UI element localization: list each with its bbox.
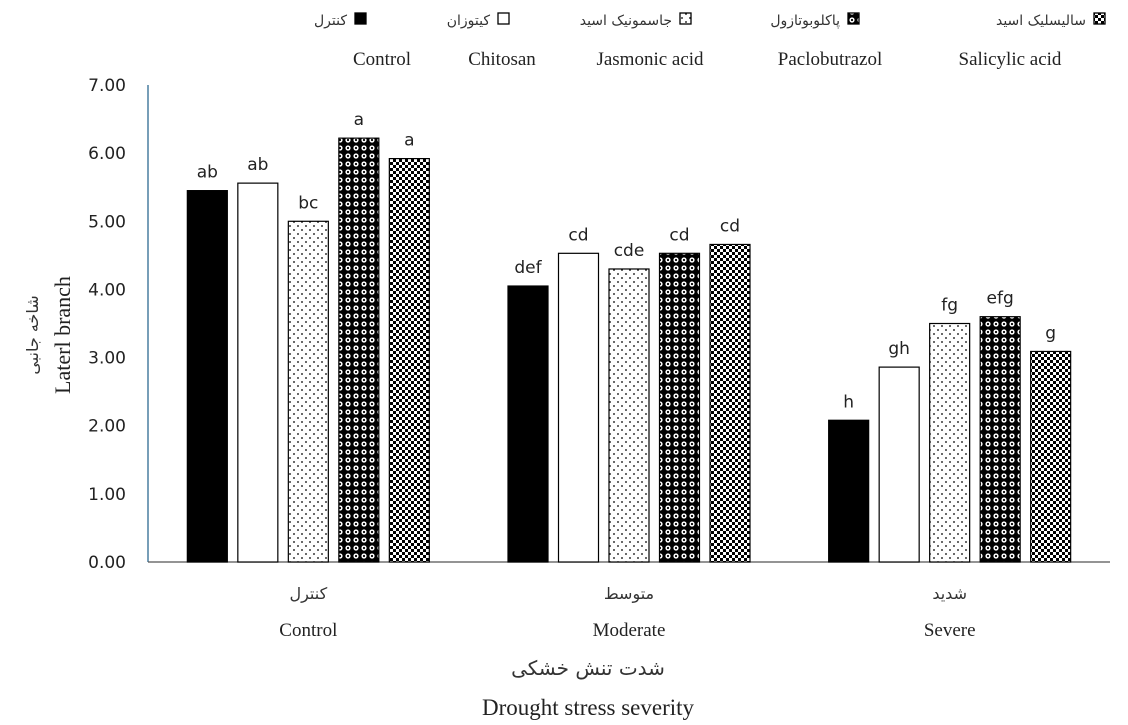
category-label-fa: شدید xyxy=(932,584,967,603)
y-tick-labels: 0.00 1.00 2.00 3.00 4.00 5.00 6.00 7.00 xyxy=(88,76,126,573)
legend-label-fa: جاسمونیک اسید xyxy=(580,13,672,29)
legend-label-en: Control xyxy=(353,49,411,70)
bar-data-labels: ab ab bc a a def cd cde cd cd h gh fg efg g xyxy=(197,110,1056,412)
y-tick-label: 0.00 xyxy=(88,553,126,573)
legend-swatch xyxy=(1093,12,1106,25)
bar xyxy=(709,243,751,563)
legend: کنترل Control کیتوزان Chitosan جاسمونیک اسید… xyxy=(314,12,1106,70)
bar-data-label: g xyxy=(1045,323,1056,343)
y-axis-label-fa: شاخه جانبی xyxy=(23,295,42,374)
bar-data-label: fg xyxy=(941,296,958,316)
legend-label-fa: سالیسلیک اسید xyxy=(996,13,1086,29)
category-label-fa: کنترل xyxy=(289,584,327,604)
bar-data-label: bc xyxy=(298,193,318,213)
bar-data-label: gh xyxy=(888,339,910,359)
y-tick-label: 4.00 xyxy=(88,280,126,300)
bar-data-label: ab xyxy=(247,155,268,175)
bar-data-label: a xyxy=(354,110,364,130)
x-axis-label-en: Drought stress severity xyxy=(482,695,695,720)
y-tick-label: 2.00 xyxy=(88,417,126,437)
legend-swatch xyxy=(354,12,367,25)
bar xyxy=(979,316,1021,563)
legend-label-en: Paclobutrazol xyxy=(778,49,882,70)
bars xyxy=(186,137,1072,563)
y-tick-label: 1.00 xyxy=(88,485,126,505)
bar-data-label: def xyxy=(514,258,542,278)
bar xyxy=(658,252,701,563)
category-label-en: Moderate xyxy=(593,620,666,641)
bar xyxy=(929,322,971,563)
y-tick-label: 5.00 xyxy=(88,212,126,232)
y-tick-label: 6.00 xyxy=(88,144,126,164)
y-tick-label: 7.00 xyxy=(88,76,126,96)
bar xyxy=(608,268,650,563)
legend-label-fa: پاکلوبوتازول xyxy=(770,13,840,29)
y-tick-label: 3.00 xyxy=(88,349,126,369)
bar-data-label: cd xyxy=(720,216,740,236)
category-label-en: Control xyxy=(279,620,337,641)
bar xyxy=(878,366,920,563)
category-labels: کنترل Control متوسط Moderate شدید Severe xyxy=(279,584,975,641)
legend-label-fa: کیتوزان xyxy=(447,13,491,29)
legend-swatch xyxy=(847,12,860,25)
bar-data-label: ab xyxy=(197,163,218,183)
bar-data-label: cd xyxy=(568,225,588,245)
legend-label-en: Chitosan xyxy=(468,49,536,70)
bar xyxy=(186,190,228,563)
bar-data-label: cde xyxy=(614,241,645,261)
bar-data-label: h xyxy=(843,392,854,412)
x-axis-label-fa: شدت تنش خشکی xyxy=(511,656,665,680)
bar xyxy=(1030,350,1072,563)
legend-label-fa: کنترل xyxy=(314,13,347,29)
bar xyxy=(338,137,380,563)
legend-swatch xyxy=(497,12,510,25)
bar xyxy=(388,157,430,563)
legend-label-en: Jasmonic acid xyxy=(596,49,704,70)
y-axis: 0.00 1.00 2.00 3.00 4.00 5.00 6.00 7.00 xyxy=(88,76,149,573)
bar-data-label: efg xyxy=(987,289,1014,309)
category-label-fa: متوسط xyxy=(604,584,654,604)
bar xyxy=(507,285,549,563)
bar xyxy=(237,182,279,563)
legend-swatch xyxy=(679,12,692,25)
bar-data-label: a xyxy=(404,131,414,151)
bar xyxy=(828,419,870,563)
bar-data-label: cd xyxy=(669,225,689,245)
bar xyxy=(557,252,600,563)
y-axis-label-en: Laterl branch xyxy=(50,276,75,394)
category-label-en: Severe xyxy=(924,620,976,641)
bar xyxy=(287,220,329,563)
legend-label-en: Salicylic acid xyxy=(959,49,1062,70)
